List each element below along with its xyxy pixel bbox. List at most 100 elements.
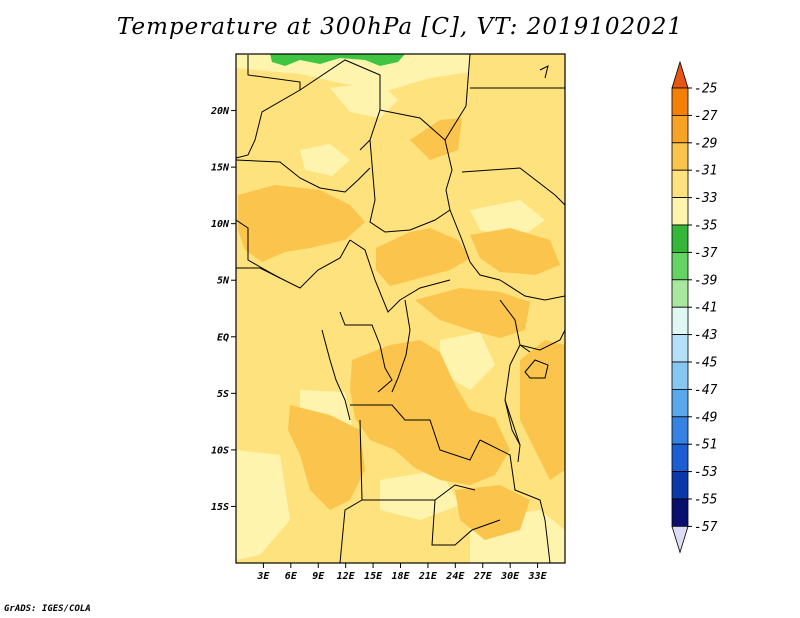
lon-tick-label: 9E <box>312 571 325 582</box>
lake-tanganyika <box>504 399 521 463</box>
border-botswana-zimbabwe <box>431 499 501 546</box>
colorbar-label: -37 <box>694 246 718 261</box>
lon-tick-label: 24E <box>445 571 465 582</box>
colorbar-swatch <box>671 251 689 281</box>
colorbar-label: -27 <box>694 109 718 124</box>
border-zambia-mozambique <box>479 439 546 521</box>
colorbar-swatch <box>671 443 689 473</box>
colorbar-swatch <box>671 498 689 527</box>
border-uganda-kenya <box>519 329 565 351</box>
colorbar-swatch <box>671 142 689 171</box>
lat-tick-label: 5N <box>217 276 230 287</box>
colorbar-label: -43 <box>694 328 717 343</box>
border-algeria-mali <box>236 55 301 159</box>
cool-patch-congo-central <box>440 332 495 390</box>
lon-tick-label: 6E <box>285 571 298 582</box>
colorbar-label: -41 <box>694 301 717 316</box>
map-panel <box>236 54 565 563</box>
lat-tick-label: 5S <box>217 389 229 400</box>
colorbar-bottom-arrow <box>671 526 689 554</box>
border-niger-chad-south <box>369 139 451 233</box>
cool-patch-sahara-north <box>236 54 470 90</box>
map-title: Temperature at 300hPa [C], VT: 201910202… <box>116 14 684 40</box>
colorbar: -25 -27 -29 -31 -33 -35 -37 -39 -41 -43 -45 -47 -49 -… <box>671 60 718 554</box>
lat-tick-label: 10N <box>211 219 230 230</box>
lon-tick-label: 30E <box>500 571 520 582</box>
colorbar-swatch <box>671 334 689 363</box>
colorbar-label: -33 <box>694 191 717 206</box>
colorbar-swatch <box>671 306 689 336</box>
grads-credit: GrADS: IGES/COLA <box>4 604 91 614</box>
border-sudan-eritrea <box>461 167 565 206</box>
sinai-coast <box>539 65 549 79</box>
cool-patch-southwest <box>236 450 290 560</box>
warm-patch-central-africa <box>415 288 530 338</box>
colorbar-label: -47 <box>694 383 718 398</box>
colorbar-label: -39 <box>694 273 717 288</box>
lon-tick-label: 15E <box>364 571 383 582</box>
border-south-sudan-ethiopia <box>499 279 565 301</box>
lon-tick-label: 18E <box>391 571 410 582</box>
lat-tick-label: 10S <box>211 445 229 456</box>
colorbar-swatch <box>671 115 689 144</box>
colorbar-swatch <box>671 224 689 253</box>
warm-patch-chad-east <box>376 228 470 286</box>
colorbar-label: -25 <box>694 82 718 97</box>
colorbar-label: -57 <box>694 520 718 535</box>
cooler-temperature-patches <box>236 54 565 563</box>
colorbar-swatch <box>671 87 689 116</box>
border-mali-niger-nigeria <box>236 159 371 193</box>
colorbar-label: -49 <box>694 410 717 425</box>
warm-patch-angola <box>288 405 365 510</box>
cool-patch-libya <box>330 82 398 118</box>
lake-victoria <box>524 359 549 379</box>
green-cold-patch <box>270 54 405 66</box>
colorbar-label: -35 <box>694 219 718 234</box>
warm-patch-west-africa <box>238 185 365 262</box>
lat-tick-label: 20N <box>210 106 230 117</box>
warm-patch-mozambique <box>455 485 530 540</box>
border-chad-sudan <box>444 139 501 281</box>
colorbar-label: -29 <box>694 136 717 151</box>
colorbar-swatch <box>671 471 689 500</box>
colorbar-label: -51 <box>694 438 717 453</box>
border-congo-drc <box>391 299 411 393</box>
border-mozambique-south <box>544 519 551 563</box>
country-borders <box>236 54 565 563</box>
lat-tick-label: 15N <box>211 163 230 174</box>
colorbar-swatch <box>671 361 689 390</box>
colorbar-label: -31 <box>694 164 717 179</box>
colorbar-label: -55 <box>694 493 718 508</box>
lon-tick-label: 12E <box>337 571 356 582</box>
colorbar-top-arrow <box>671 60 689 89</box>
colorbar-swatch <box>671 279 689 308</box>
colorbar-swatch <box>671 416 689 445</box>
colorbar-label: -45 <box>694 356 718 371</box>
lon-tick-label: 27E <box>473 571 493 582</box>
cool-patch-angola-south <box>380 470 460 520</box>
border-angola-drc <box>350 404 481 461</box>
colorbar-swatch <box>671 388 689 418</box>
warm-patch-east-africa <box>520 340 565 480</box>
cool-patch-sudan-west <box>470 200 545 238</box>
lat-tick-label: EQ <box>217 332 229 343</box>
colorbar-swatch <box>671 169 689 198</box>
lon-tick-label: 33E <box>528 571 548 582</box>
latitude-axis: 20N 15N 10N 5N EQ 5S 10S 15S <box>210 106 236 513</box>
longitude-axis: 3E 6E 9E 12E 15E 18E 21E 24E 27E 30E 33E <box>256 563 548 582</box>
lon-tick-label: 3E <box>256 571 270 582</box>
colorbar-label: -53 <box>694 465 717 480</box>
border-coastline-gulf <box>236 267 281 279</box>
warm-patch-east-sahel <box>470 228 560 275</box>
border-drc-uganda <box>499 299 531 353</box>
colorbar-swatch <box>671 197 689 226</box>
border-algeria-libya-niger <box>299 59 381 151</box>
border-cameroon-car <box>349 239 451 313</box>
lat-tick-label: 15S <box>211 502 229 513</box>
border-angola-namibia <box>339 419 363 563</box>
lon-tick-label: 21E <box>418 571 438 582</box>
border-gabon-congo <box>339 311 393 393</box>
border-angola-zambia-south <box>362 484 476 501</box>
cool-patch-niger <box>300 144 350 176</box>
